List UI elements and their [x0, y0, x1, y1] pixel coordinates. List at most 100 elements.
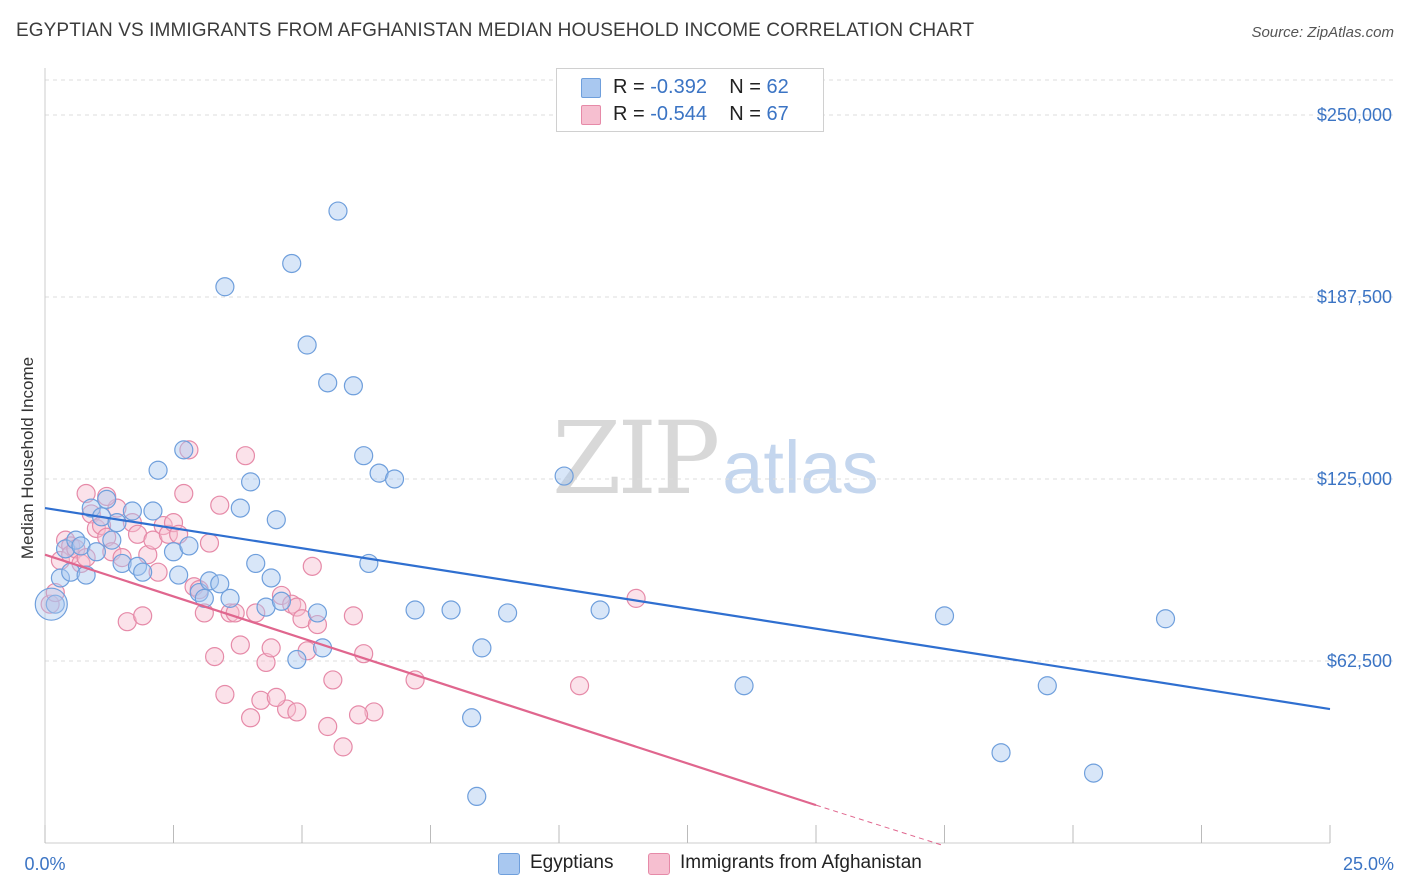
data-point-afghanistan	[626, 588, 646, 608]
data-point-afghanistan	[354, 644, 374, 664]
data-point-afghanistan	[179, 440, 199, 460]
data-point-egyptian	[246, 553, 266, 574]
data-point-afghanistan	[318, 716, 338, 737]
data-point-egyptian	[261, 568, 281, 588]
legend-r-label: R =	[613, 103, 645, 125]
bottom-legend-afghanistan: Immigrants from Afghanistan	[648, 852, 948, 878]
data-point-egyptian	[1037, 676, 1057, 696]
data-point-egyptian	[122, 501, 142, 521]
trend-line-afghanistan-extension	[815, 804, 945, 847]
data-point-afghanistan	[97, 527, 117, 547]
legend-n-value: 62	[766, 76, 789, 98]
data-point-egyptian	[467, 786, 487, 807]
data-point-afghanistan	[348, 705, 369, 725]
bottom-legend-swatch-pink	[648, 853, 670, 875]
data-point-egyptian	[991, 743, 1011, 763]
trend-lines	[44, 507, 1331, 847]
data-point-egyptian	[133, 562, 153, 582]
data-point-egyptian	[66, 530, 86, 550]
data-point-egyptian	[50, 568, 71, 588]
data-point-afghanistan	[76, 483, 96, 504]
data-point-egyptian	[215, 277, 235, 297]
x-tick-label: 0.0%	[24, 854, 65, 874]
data-point-afghanistan	[174, 483, 194, 504]
chart-title: EGYPTIAN VS IMMIGRANTS FROM AFGHANISTAN …	[16, 20, 975, 41]
data-point-afghanistan	[256, 652, 276, 673]
correlation-legend: R = -0.392 N = 62 R = -0.544 N = 67	[556, 68, 824, 132]
data-point-egyptian	[590, 600, 610, 620]
data-point-afghanistan	[251, 690, 271, 710]
y-tick-label: $125,000	[1317, 469, 1392, 489]
data-point-afghanistan	[287, 702, 307, 722]
y-tick-label: $62,500	[1327, 651, 1392, 671]
bottom-legend-label: Immigrants from Afghanistan	[680, 852, 922, 873]
data-point-afghanistan	[210, 495, 230, 515]
data-point-afghanistan	[246, 603, 266, 623]
x-tick-label: 25.0%	[1343, 854, 1394, 874]
data-point-afghanistan	[40, 594, 60, 614]
afghanistan-points	[40, 440, 646, 757]
axes-layer	[44, 68, 1331, 844]
legend-swatch-pink	[581, 105, 601, 125]
legend-n-label: N =	[729, 76, 761, 98]
data-point-egyptian	[107, 513, 127, 533]
bottom-legend-swatch-blue	[498, 853, 520, 875]
source-credit: Source: ZipAtlas.com	[1251, 24, 1394, 41]
data-point-egyptian	[734, 676, 754, 696]
data-point-afghanistan	[133, 606, 153, 626]
data-point-afghanistan	[158, 524, 178, 544]
data-point-egyptian	[282, 253, 302, 274]
data-point-afghanistan	[215, 684, 235, 705]
y-tick-label: $187,500	[1317, 287, 1392, 307]
legend-n-value: 67	[766, 103, 789, 125]
watermark: ZIPatlas	[552, 400, 879, 517]
data-point-afghanistan	[230, 635, 250, 655]
egyptian-points	[34, 201, 1176, 807]
data-point-egyptian	[441, 600, 461, 620]
data-point-egyptian	[343, 376, 363, 396]
legend-r-value: -0.544	[650, 103, 707, 125]
data-point-egyptian	[297, 335, 317, 355]
data-point-egyptian	[102, 530, 122, 550]
data-point-egyptian	[405, 600, 425, 620]
data-point-egyptian	[127, 556, 148, 576]
data-point-afghanistan	[266, 687, 286, 707]
watermark-zip: ZIP	[552, 400, 720, 517]
trend-line-afghanistan	[44, 553, 817, 807]
data-point-egyptian	[45, 594, 65, 614]
data-point-afghanistan	[323, 670, 343, 690]
data-point-egyptian	[498, 603, 518, 623]
data-point-egyptian	[230, 498, 250, 518]
data-point-afghanistan	[364, 702, 384, 722]
data-point-egyptian-cluster	[34, 587, 68, 621]
data-point-egyptian	[148, 460, 168, 480]
data-point-afghanistan	[569, 676, 590, 696]
data-point-egyptian	[472, 638, 492, 658]
data-point-egyptian	[112, 553, 132, 574]
data-point-afghanistan	[343, 606, 363, 626]
data-point-egyptian	[328, 201, 348, 221]
legend-n-label: N =	[729, 103, 761, 125]
tick-labels: $62,500 $125,000 $187,500 $250,000 0.0% 25.0%	[24, 105, 1394, 874]
data-point-egyptian	[287, 649, 307, 670]
data-point-afghanistan	[235, 446, 256, 466]
data-point-egyptian	[266, 510, 286, 530]
data-point-egyptian	[241, 472, 261, 492]
grid-layer	[45, 79, 1395, 662]
data-point-afghanistan	[261, 638, 281, 658]
data-point-egyptian	[934, 606, 955, 626]
data-point-egyptian	[174, 440, 194, 460]
bottom-legend-label: Egyptians	[530, 852, 614, 873]
data-point-afghanistan	[333, 737, 353, 757]
data-point-egyptian	[143, 501, 163, 521]
data-point-egyptian	[210, 574, 230, 594]
legend-r-label: R =	[613, 76, 645, 98]
data-point-afghanistan	[112, 548, 132, 568]
data-point-egyptian	[354, 446, 374, 466]
data-point-afghanistan	[199, 533, 220, 553]
data-point-afghanistan	[302, 556, 322, 576]
legend-r-value: -0.392	[650, 76, 707, 98]
legend-swatch-blue	[581, 78, 601, 98]
data-point-egyptian	[86, 542, 107, 562]
